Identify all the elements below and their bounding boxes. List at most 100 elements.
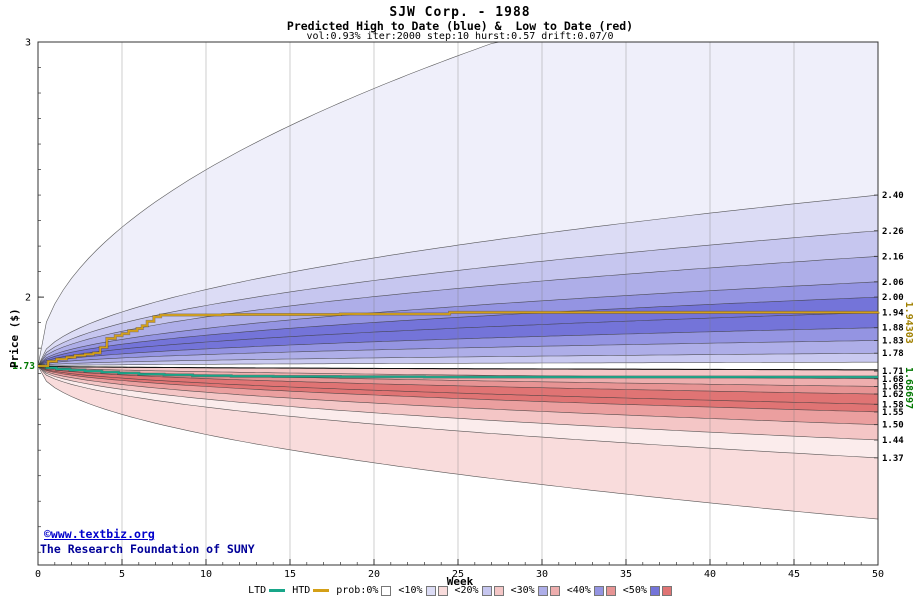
watermark-org: The Research Foundation of SUNY (40, 542, 255, 556)
low-fan-boundary (37, 365, 879, 520)
high-fan-band (38, 42, 878, 366)
htd-final-label: 1.94303 (903, 302, 914, 344)
chart-subtitle: Predicted High to Date (blue) & Low to D… (286, 19, 634, 33)
x-tick-label: 30 (536, 569, 548, 580)
x-axis-label: Week (446, 575, 474, 588)
start-price-label: 1.73 (12, 361, 35, 372)
high-fan-boundary (37, 352, 879, 367)
level-red-swatch (493, 585, 504, 596)
legend-ltd-label: LTD (248, 585, 267, 596)
right-value-label: 2.16 (882, 252, 904, 262)
y-tick-label: 3 (25, 38, 31, 49)
x-tick-label: 15 (284, 569, 296, 580)
high-fan-band (38, 256, 878, 366)
high-fan-band (38, 312, 878, 366)
high-fan-band (38, 281, 878, 366)
ltd-line (38, 365, 878, 378)
ltd-line-swatch (269, 589, 286, 592)
ltd-final-label: 1.68697 (903, 367, 914, 409)
right-value-label: 2.26 (882, 227, 904, 237)
low-fan-band (38, 366, 878, 425)
right-value-label: 2.40 (882, 191, 904, 201)
right-value-label: 1.65 (882, 382, 904, 392)
y-tick-label: 2 (25, 293, 31, 304)
high-fan-band (38, 195, 878, 366)
low-fan-band (38, 366, 878, 395)
page-title: SJW Corp. - 1988 (389, 5, 531, 20)
low-fan-boundary (37, 365, 879, 425)
high-fan-band (38, 230, 878, 366)
level-red-swatch (437, 585, 448, 596)
level-blue-swatch (425, 585, 436, 596)
x-tick-label: 35 (620, 569, 632, 580)
right-value-label: 1.83 (882, 336, 904, 346)
high-fan-boundary (37, 256, 879, 367)
legend: LTD HTD prob:0% <10% <20% <30% <40% <50% (0, 585, 920, 596)
low-fan-boundary (37, 365, 879, 413)
legend-item-htd: HTD (292, 585, 330, 596)
legend-item-level-2: <20% (455, 585, 504, 596)
legend-prob0-label: prob:0% (336, 585, 379, 596)
high-fan-boundary (37, 194, 879, 367)
level-red-swatch (605, 585, 616, 596)
right-value-label: 1.94 (882, 308, 904, 318)
high-fan-boundary (37, 281, 879, 367)
low-fan-boundary (37, 365, 879, 459)
high-fan-band (38, 353, 878, 366)
right-value-label: 1.58 (882, 400, 904, 410)
right-value-label: 1.68 (882, 375, 904, 385)
htd-line (38, 311, 879, 367)
x-tick-label: 0 (35, 569, 41, 580)
right-value-label: 1.44 (882, 436, 904, 446)
high-fan-band (38, 327, 878, 366)
high-fan-band (38, 297, 878, 366)
high-fan-boundary (37, 340, 879, 367)
right-value-label: 1.78 (882, 349, 904, 359)
high-fan-band (38, 340, 878, 366)
x-tick-label: 25 (452, 569, 464, 580)
watermark-link[interactable]: ©www.textbiz.org (44, 527, 155, 541)
htd-line-swatch (313, 589, 330, 592)
x-tick-label: 10 (200, 569, 212, 580)
legend-level-label: <40% (566, 585, 591, 596)
legend-level-label: <30% (510, 585, 535, 596)
right-value-label: 2.06 (882, 278, 904, 288)
high-fan-boundary (37, 230, 879, 367)
right-value-label: 1.88 (882, 324, 904, 334)
low-fan-top-boundary (37, 365, 878, 371)
low-fan-band (38, 366, 878, 412)
low-fan-boundary (37, 365, 879, 405)
level-blue-swatch (537, 585, 548, 596)
right-value-label: 1.37 (882, 454, 904, 464)
legend-htd-label: HTD (292, 585, 311, 596)
low-fan-boundary (37, 365, 879, 441)
x-tick-label: 50 (872, 569, 884, 580)
simulation-params: vol:0.93% iter:2000 step:10 hurst:0.57 d… (306, 31, 614, 42)
x-tick-label: 20 (368, 569, 380, 580)
legend-item-level-4: <40% (567, 585, 616, 596)
y-axis-label: Price ($) (8, 308, 21, 368)
legend-level-label: <50% (622, 585, 647, 596)
x-tick-label: 40 (704, 569, 716, 580)
low-fan-band (38, 366, 878, 405)
right-value-label: 1.62 (882, 390, 904, 400)
legend-item-level-3: <30% (511, 585, 560, 596)
high-fan-boundary (37, 312, 879, 367)
high-fan-boundary (37, 296, 879, 367)
legend-item-ltd: LTD (248, 585, 286, 596)
right-value-label: 1.71 (882, 367, 904, 377)
level-red-swatch (661, 585, 672, 596)
prob0-swatch (381, 585, 392, 596)
high-fan-boundary (37, 361, 878, 367)
legend-level-label: <10% (398, 585, 423, 596)
level-blue-swatch (481, 585, 492, 596)
legend-item-level-5: <50% (623, 585, 672, 596)
right-value-label: 2.00 (882, 293, 904, 303)
low-fan-band (38, 366, 878, 440)
legend-item-level-1: <10% (398, 585, 448, 596)
level-red-swatch (549, 585, 560, 596)
legend-level-label: <20% (454, 585, 479, 596)
low-fan-band (38, 366, 878, 458)
